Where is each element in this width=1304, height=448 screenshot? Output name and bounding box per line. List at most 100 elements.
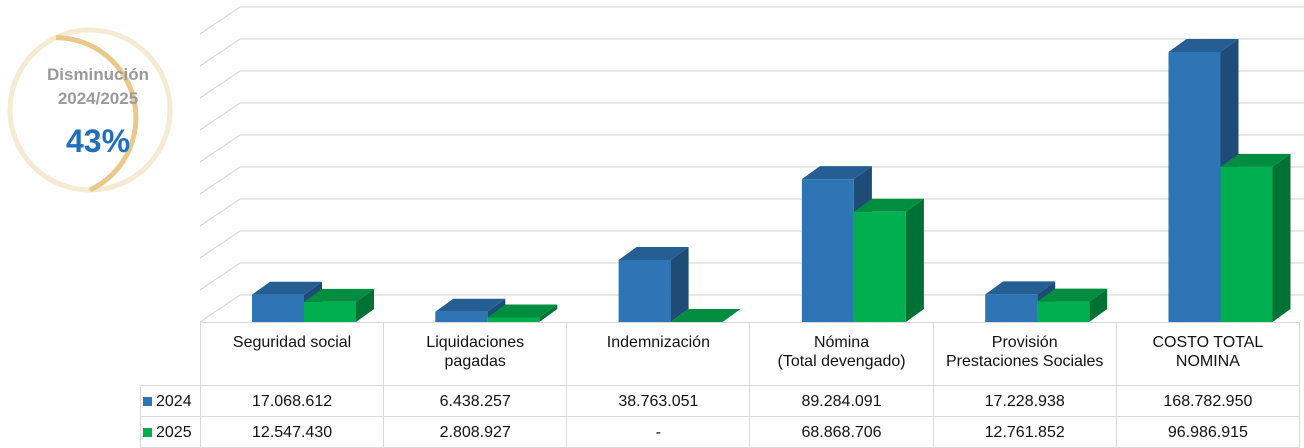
value-label-text: 17.228.938	[984, 392, 1065, 410]
value-label-text: 168.782.950	[1163, 392, 1253, 410]
value-label-text: 12.547.430	[252, 423, 333, 441]
value-label: 89.284.091	[749, 385, 934, 417]
bar-front	[618, 259, 671, 322]
bar-top	[853, 198, 924, 212]
value-label: 17.068.612	[199, 385, 385, 417]
gauge-label: 2024/2025	[58, 89, 138, 108]
bar	[985, 281, 1056, 322]
value-label-text: 12.761.852	[984, 423, 1065, 441]
bar-top	[670, 309, 741, 322]
bar	[670, 309, 741, 322]
bar-top	[1168, 38, 1239, 52]
value-label: 12.547.430	[199, 416, 385, 448]
grid-line	[199, 294, 1304, 322]
bar-top	[1220, 153, 1291, 167]
value-label: 38.763.051	[566, 385, 751, 417]
bar-side	[539, 304, 558, 322]
bar-front	[304, 301, 356, 322]
grid-line	[199, 262, 1304, 291]
value-label-text: 17.068.612	[252, 392, 333, 410]
bar	[1220, 153, 1291, 322]
gauge-value: 43%	[66, 123, 130, 159]
legend-entry: 2024	[140, 385, 201, 417]
value-label: 68.868.706	[749, 416, 934, 448]
value-label-text: 89.284.091	[801, 392, 882, 410]
series-row: 2025 12.547.430 2.808.927 - 68.868.706 12.761…	[140, 416, 1301, 448]
value-label: 168.782.950	[1115, 385, 1301, 417]
value-label: 17.228.938	[932, 385, 1117, 417]
bar-front	[1220, 166, 1273, 322]
value-label-text: 68.868.706	[801, 423, 882, 441]
grid-line	[199, 166, 1304, 195]
category-text: Liquidaciones pagadas	[426, 334, 525, 370]
category: COSTO TOTAL NOMINA	[1115, 322, 1301, 386]
category: Indemnización	[566, 322, 751, 386]
value-label: 96.986.915	[1115, 416, 1301, 448]
header-row: Seguridad social Liquidaciones pagadas Ind…	[141, 322, 1301, 386]
category-text: Indemnización	[606, 334, 710, 351]
bar-top	[985, 281, 1056, 295]
category-text: COSTO TOTAL NOMINA	[1152, 334, 1264, 370]
value-label-text: 6.438.257	[439, 392, 511, 410]
bar	[1037, 288, 1108, 322]
bar-front	[801, 179, 854, 322]
bar	[618, 246, 689, 322]
gauge-track	[7, 27, 173, 193]
grid-line	[199, 198, 1304, 227]
value-label: 12.761.852	[932, 416, 1117, 448]
chart: Disminución 2024/2025 43%	[7, 6, 1304, 322]
bar-top	[487, 304, 558, 318]
value-label-text: 38.763.051	[618, 392, 699, 410]
bar-side	[1089, 288, 1108, 322]
grid-line	[199, 38, 1304, 67]
bar-side	[670, 246, 689, 322]
gauge-arc	[55, 35, 139, 193]
value-label: 6.438.257	[383, 385, 568, 417]
bar-side	[1272, 153, 1291, 322]
bar-front	[487, 317, 540, 322]
bar	[853, 198, 924, 322]
value-label: 2.808.927	[383, 416, 568, 448]
bar	[304, 288, 374, 322]
bar-front	[252, 294, 304, 322]
legend-key	[143, 396, 152, 406]
series-row: 2024 17.068.612 6.438.257 38.763.051 89.284.…	[140, 385, 1301, 417]
bar-front	[435, 311, 488, 322]
bar-front	[1168, 51, 1221, 322]
bar-front	[1037, 301, 1090, 322]
bar-top	[618, 246, 689, 260]
page: Disminución 2024/2025 43% Seguridad soci…	[7, 6, 1304, 448]
value-label: -	[566, 416, 751, 448]
bar-top	[801, 166, 872, 180]
data-table: Seguridad social Liquidaciones pagadas Ind…	[140, 322, 1301, 448]
category-text: Provisión Prestaciones Sociales	[945, 334, 1104, 370]
bar-top	[1037, 288, 1108, 302]
bar-front	[985, 294, 1038, 322]
category-text: Seguridad social	[232, 334, 352, 351]
bar-top	[304, 288, 374, 302]
bar-side	[905, 198, 924, 322]
grid-line	[199, 70, 1304, 99]
bar-side	[356, 288, 374, 322]
category-text: Nómina (Total devengado)	[777, 334, 906, 370]
corner	[141, 323, 201, 386]
legend-key	[143, 427, 152, 437]
bar	[487, 304, 558, 322]
legend-entry: 2025	[140, 416, 201, 448]
grid-line	[199, 230, 1304, 259]
value-label-text: -	[655, 423, 662, 441]
grid-line	[199, 102, 1304, 131]
category: Liquidaciones pagadas	[383, 322, 568, 386]
category: Nómina (Total devengado)	[749, 322, 934, 386]
bar-top	[252, 281, 322, 295]
value-label-text: 2.808.927	[439, 423, 511, 441]
bar-top	[435, 298, 506, 312]
grid-line	[199, 134, 1304, 163]
category: Seguridad social	[199, 322, 385, 386]
category: Provisión Prestaciones Sociales	[932, 322, 1117, 386]
legend-label: 2025	[156, 423, 192, 441]
value-label-text: 96.986.915	[1167, 423, 1248, 441]
grid-line	[199, 6, 1304, 35]
legend-label: 2024	[156, 392, 192, 410]
bar-front	[853, 211, 906, 322]
